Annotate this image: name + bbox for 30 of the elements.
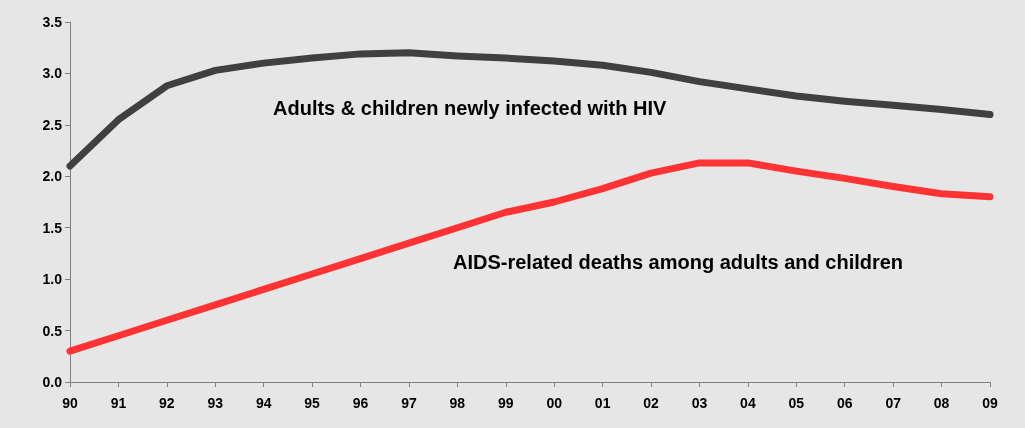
y-tick-label: 3.5 <box>42 14 63 30</box>
y-tick-label: 2.5 <box>42 116 63 133</box>
x-tick-label: 98 <box>449 395 466 411</box>
x-tick-label: 93 <box>207 395 224 411</box>
x-tick-label: 05 <box>788 395 805 411</box>
annotation: AIDS-related deaths among adults and children <box>453 251 904 273</box>
y-tick-label: 0.5 <box>42 322 63 339</box>
y-tick-label: 3.0 <box>42 65 63 82</box>
x-tick-label: 94 <box>255 395 272 411</box>
x-tick-label: 00 <box>546 395 563 411</box>
x-tick-label: 01 <box>594 395 611 411</box>
x-tick-label: 07 <box>885 395 902 411</box>
x-tick-label: 02 <box>643 395 660 411</box>
y-tick-label: 1.5 <box>42 219 63 236</box>
x-tick-label: 04 <box>740 395 756 411</box>
x-tick-label: 99 <box>498 395 514 411</box>
x-tick-label: 97 <box>401 395 417 411</box>
x-tick-label: 92 <box>159 395 175 411</box>
x-tick-label: 09 <box>982 395 998 411</box>
x-tick-label: 96 <box>352 395 369 411</box>
annotation: Adults & children newly infected with HIV <box>273 97 668 119</box>
y-tick-label: 0.0 <box>42 374 63 390</box>
x-tick-label: 91 <box>110 395 127 411</box>
y-tick-label: 1.0 <box>42 271 63 288</box>
x-tick-label: 08 <box>933 395 950 411</box>
y-tick-label: 2.0 <box>42 168 63 185</box>
x-tick-label: 90 <box>62 395 78 411</box>
x-tick-label: 03 <box>691 395 708 411</box>
x-tick-label: 06 <box>836 395 853 411</box>
x-tick-label: 95 <box>304 395 321 411</box>
